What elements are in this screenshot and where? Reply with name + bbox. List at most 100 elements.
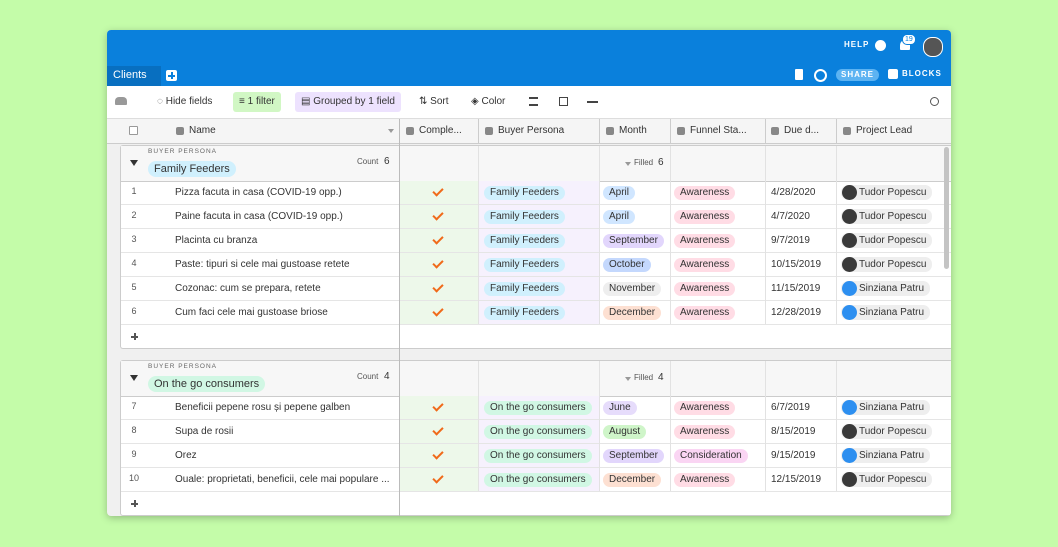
complete-cell (399, 420, 478, 443)
blocks-button[interactable]: BLOCKS (902, 69, 942, 78)
row[interactable] (121, 468, 951, 492)
column-title[interactable]: Month (619, 125, 647, 136)
filter-label[interactable]: 1 filter (247, 96, 275, 107)
funnel-pill: Awareness (674, 282, 736, 296)
share-button[interactable]: SHARE (836, 69, 880, 81)
lead-pill: Tudor Popescu (841, 472, 933, 487)
more-icon[interactable] (587, 101, 598, 103)
row-number: 3 (131, 234, 137, 244)
scrollbar (944, 147, 949, 269)
cell-border (478, 361, 479, 491)
cell-border (765, 361, 766, 491)
row[interactable] (121, 205, 951, 229)
user-avatar[interactable] (923, 37, 943, 57)
sort-label[interactable]: Sort (430, 96, 449, 107)
task-name[interactable]: Supa de rosii (175, 426, 234, 437)
month-pill: December (603, 473, 662, 487)
filled-caret (625, 162, 631, 166)
cell-border (836, 146, 837, 324)
workspace-name[interactable]: Clients (113, 69, 147, 81)
cell-border (670, 361, 671, 491)
color-label[interactable]: Color (481, 96, 506, 107)
share-view-icon[interactable] (559, 97, 568, 106)
row[interactable] (121, 253, 951, 277)
row[interactable] (121, 444, 951, 468)
column-title[interactable]: Due d... (784, 125, 820, 136)
group-header (121, 146, 951, 182)
row[interactable] (121, 396, 951, 420)
lead-pill: Tudor Popescu (841, 257, 933, 272)
cell-border (836, 361, 837, 491)
task-name[interactable]: Placinta cu branza (175, 235, 258, 246)
column-border (599, 119, 600, 144)
pane-divider (399, 119, 400, 516)
column-title[interactable]: Funnel Sta... (690, 125, 747, 136)
column-title[interactable]: Name (189, 125, 216, 136)
month-pill: November (603, 282, 662, 296)
history-icon[interactable] (814, 69, 827, 82)
row-number: 4 (131, 258, 137, 268)
column-menu[interactable] (388, 129, 394, 133)
row[interactable] (121, 277, 951, 301)
funnel-pill: Consideration (674, 449, 748, 463)
search-icon[interactable] (930, 97, 939, 106)
sort-button[interactable]: ⇅ Sort (419, 96, 449, 107)
row-number: 6 (131, 306, 137, 316)
group-button[interactable]: ▤ Grouped by 1 field (295, 92, 401, 112)
people-icon[interactable] (115, 97, 127, 105)
task-name[interactable]: Cum faci cele mai gustoase briose (175, 307, 328, 318)
complete-cell (399, 396, 478, 419)
add-table[interactable] (166, 70, 177, 81)
row[interactable] (121, 301, 951, 325)
lead-avatar (842, 305, 857, 320)
help-link[interactable]: HELP (844, 40, 870, 49)
task-name[interactable]: Ouale: proprietati, beneficii, cele mai … (175, 474, 390, 485)
tab[interactable] (107, 66, 161, 86)
row-number: 10 (128, 473, 139, 483)
task-name[interactable]: Orez (175, 450, 197, 461)
column-header (107, 119, 951, 144)
filled-caret (625, 377, 631, 381)
persona-pill: Family Feeders (484, 258, 565, 272)
hide-fields[interactable]: ◌ Hide fields (157, 96, 213, 107)
task-name[interactable]: Paste: tipuri si cele mai gustoase retet… (175, 259, 350, 270)
column-title[interactable]: Project Lead (856, 125, 913, 136)
cell-border (670, 146, 671, 324)
collapse-toggle[interactable] (130, 160, 138, 166)
row[interactable] (121, 420, 951, 444)
column-border (836, 119, 837, 144)
trash-icon[interactable] (795, 69, 803, 80)
lead-avatar (842, 185, 857, 200)
persona-pill: On the go consumers (484, 425, 592, 439)
due-date: 12/15/2019 (771, 474, 822, 485)
select-all[interactable] (129, 126, 138, 135)
row-height-icon[interactable] (529, 97, 538, 106)
help-icon[interactable] (875, 40, 886, 51)
month-pill: April (603, 186, 636, 200)
task-name[interactable]: Cozonac: cum se prepara, retete (175, 283, 321, 294)
task-name[interactable]: Beneficii pepene rosu și pepene galben (175, 402, 351, 413)
count-value: 4 (384, 371, 390, 382)
row[interactable] (121, 181, 951, 205)
color-button[interactable]: ◈ Color (471, 96, 506, 107)
collapse-toggle[interactable] (130, 375, 138, 381)
month-pill: April (603, 210, 636, 224)
persona-pill: On the go consumers (484, 473, 592, 487)
due-date: 9/7/2019 (771, 235, 810, 246)
funnel-pill: Awareness (674, 210, 736, 224)
persona-pill: Family Feeders (484, 210, 565, 224)
task-name[interactable]: Pizza facuta in casa (COVID-19 opp.) (175, 187, 342, 198)
bell-icon[interactable] (900, 40, 910, 50)
lead-avatar (842, 448, 857, 463)
hide-fields-label[interactable]: Hide fields (165, 96, 213, 107)
blocks-icon[interactable] (888, 69, 898, 79)
task-name[interactable]: Paine facuta in casa (COVID-19 opp.) (175, 211, 343, 222)
row[interactable] (121, 229, 951, 253)
persona-pill: Family Feeders (484, 186, 565, 200)
filter-button[interactable]: ≡ 1 filter (233, 92, 281, 112)
row-number: 5 (131, 282, 137, 292)
column-title[interactable]: Buyer Persona (498, 125, 565, 136)
group-label[interactable]: Grouped by 1 field (313, 96, 395, 107)
column-title[interactable]: Comple... (419, 125, 462, 136)
